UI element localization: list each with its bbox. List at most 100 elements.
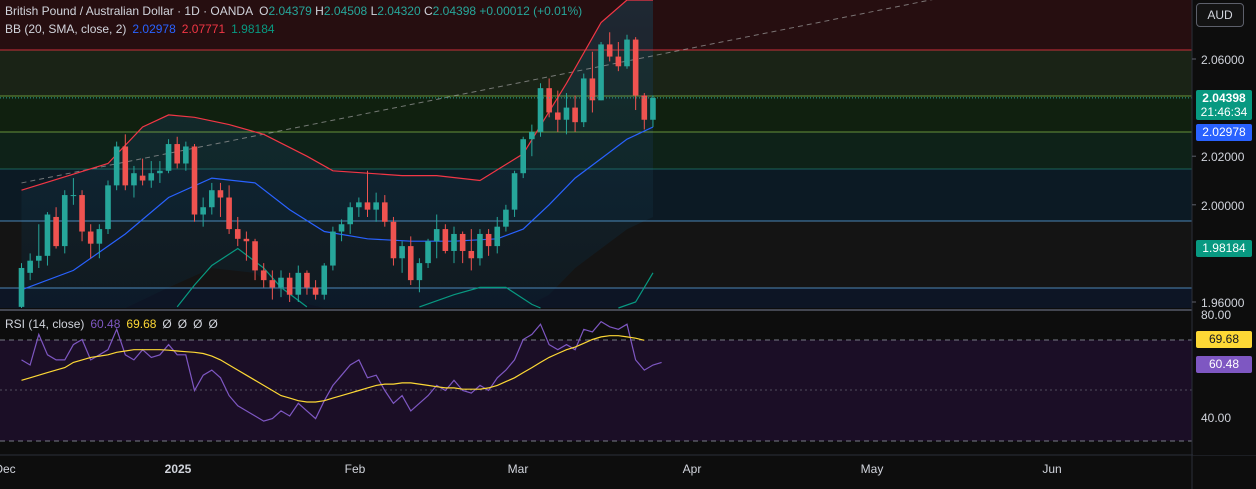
candle xyxy=(416,258,423,293)
candle-body xyxy=(338,224,345,232)
candle xyxy=(407,236,414,285)
candle xyxy=(304,270,310,295)
bb-basis-line[interactable] xyxy=(21,126,654,291)
candle-body xyxy=(226,197,232,230)
candle xyxy=(321,263,328,300)
price-axis-bg[interactable] xyxy=(1193,0,1256,455)
candle xyxy=(433,214,440,259)
rsi-legend[interactable]: RSI (14, close) 60.48 69.68 Ø Ø Ø Ø xyxy=(5,317,218,331)
x-tick-label: Jun xyxy=(1042,462,1062,476)
candle xyxy=(157,161,163,183)
bb-lower-line[interactable] xyxy=(419,286,541,309)
candle xyxy=(243,231,250,261)
candle-body xyxy=(407,246,414,281)
rsi-label[interactable]: RSI (14, close) xyxy=(5,317,85,331)
zone-lines xyxy=(0,49,1192,289)
candle-body xyxy=(641,95,648,120)
candle xyxy=(122,134,129,191)
rsi-ma-value: 69.68 xyxy=(126,317,157,331)
last-price: 2.04398 xyxy=(1202,91,1246,105)
bb-legend[interactable]: BB (20, SMA, close, 2) 2.02978 2.07771 1… xyxy=(5,22,275,36)
candle xyxy=(260,263,267,288)
candle xyxy=(624,34,630,69)
y-tick-label: 2.06000 xyxy=(1201,53,1245,67)
currency-button[interactable]: AUD xyxy=(1196,3,1244,27)
candle xyxy=(373,192,379,222)
rsi-extra-3: Ø xyxy=(193,317,203,331)
candle xyxy=(451,226,457,264)
candlesticks xyxy=(0,32,1192,308)
candle xyxy=(165,139,172,174)
high-label: H xyxy=(315,4,324,18)
rsi-line[interactable] xyxy=(21,320,662,422)
candle-body xyxy=(321,265,328,295)
close-value: 2.04398 xyxy=(432,4,477,18)
candle-body xyxy=(157,170,163,174)
open-value: 2.04379 xyxy=(268,4,312,18)
candle xyxy=(468,229,475,271)
candle-body xyxy=(598,44,604,101)
candle xyxy=(390,216,397,266)
candle-body xyxy=(347,207,353,225)
candle xyxy=(131,165,137,198)
candle xyxy=(520,136,526,179)
candle-body xyxy=(122,146,129,186)
candle-body xyxy=(260,270,267,281)
candle-body xyxy=(520,139,526,174)
candle xyxy=(139,158,146,186)
candle-body xyxy=(269,280,276,288)
candle-body xyxy=(36,255,42,261)
price-axis-ticks xyxy=(1192,58,1196,303)
candle-body xyxy=(286,277,293,295)
trendline-dashed[interactable] xyxy=(21,0,1121,184)
candle xyxy=(589,51,596,113)
candle-body xyxy=(18,267,25,307)
candle-body xyxy=(511,173,518,210)
candle-body xyxy=(113,146,120,186)
candle xyxy=(615,41,622,72)
candle xyxy=(563,93,570,135)
candle xyxy=(459,231,466,264)
last-price-badge: 2.04398 21:46:34 xyxy=(1196,90,1252,120)
rsi-lines xyxy=(21,320,662,422)
bb-upper-value: 2.07771 xyxy=(181,22,226,36)
candle xyxy=(174,136,180,169)
candle xyxy=(477,229,483,266)
candle xyxy=(252,238,258,281)
candle-body xyxy=(468,250,475,259)
candle-body xyxy=(390,221,397,259)
x-tick-label: Feb xyxy=(344,462,366,476)
low-value: 2.04320 xyxy=(377,4,421,18)
bb-upper-line[interactable] xyxy=(21,0,654,191)
candle xyxy=(234,216,241,247)
candle-body xyxy=(494,226,501,247)
candle xyxy=(105,180,111,234)
rsi-ma-line[interactable] xyxy=(21,335,645,403)
symbol-title[interactable]: British Pound / Australian Dollar · 1D ·… xyxy=(5,4,254,18)
candle-body xyxy=(87,231,94,244)
candle xyxy=(96,224,103,259)
candle xyxy=(364,170,371,217)
candle-body xyxy=(44,214,51,256)
candle xyxy=(269,270,276,300)
bb-label[interactable]: BB (20, SMA, close, 2) xyxy=(5,22,127,36)
candle xyxy=(286,272,293,302)
candle xyxy=(347,202,353,234)
candle-body xyxy=(364,202,371,210)
x-tick-label: 2025 xyxy=(164,462,192,476)
candle-body xyxy=(555,112,561,120)
candle xyxy=(18,263,25,308)
bb-lower-line[interactable] xyxy=(618,272,654,309)
bb-lower-badge: 1.98184 xyxy=(1196,240,1252,257)
candle xyxy=(27,253,33,281)
candle-body xyxy=(252,241,258,271)
candle xyxy=(200,197,206,227)
candle-body xyxy=(200,207,206,215)
candle-body xyxy=(330,231,336,266)
symbol-legend[interactable]: British Pound / Australian Dollar · 1D ·… xyxy=(5,4,582,18)
candle xyxy=(226,185,232,234)
bb-lower-value: 1.98184 xyxy=(231,22,275,36)
candle xyxy=(537,83,544,137)
candle xyxy=(632,37,639,111)
